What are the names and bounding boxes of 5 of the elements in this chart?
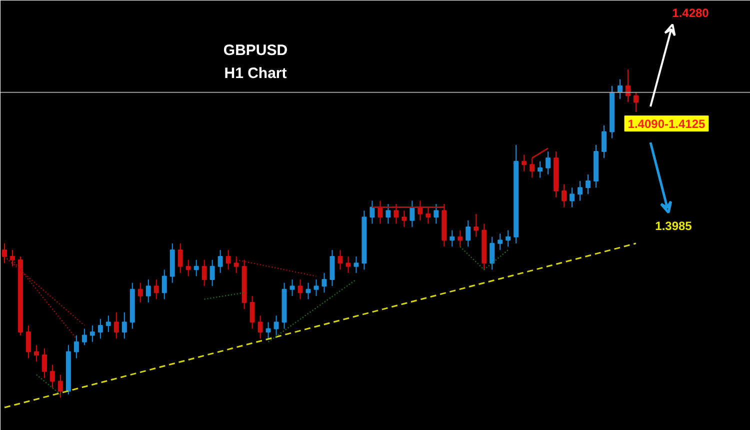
- text: 1.4280: [672, 6, 710, 20]
- chart-title: GBPUSD: [223, 42, 288, 59]
- chart-subtitle: H1 Chart: [224, 65, 287, 82]
- text: 1.3985: [655, 219, 692, 233]
- annotation: 1.4090-1.4125: [628, 117, 706, 131]
